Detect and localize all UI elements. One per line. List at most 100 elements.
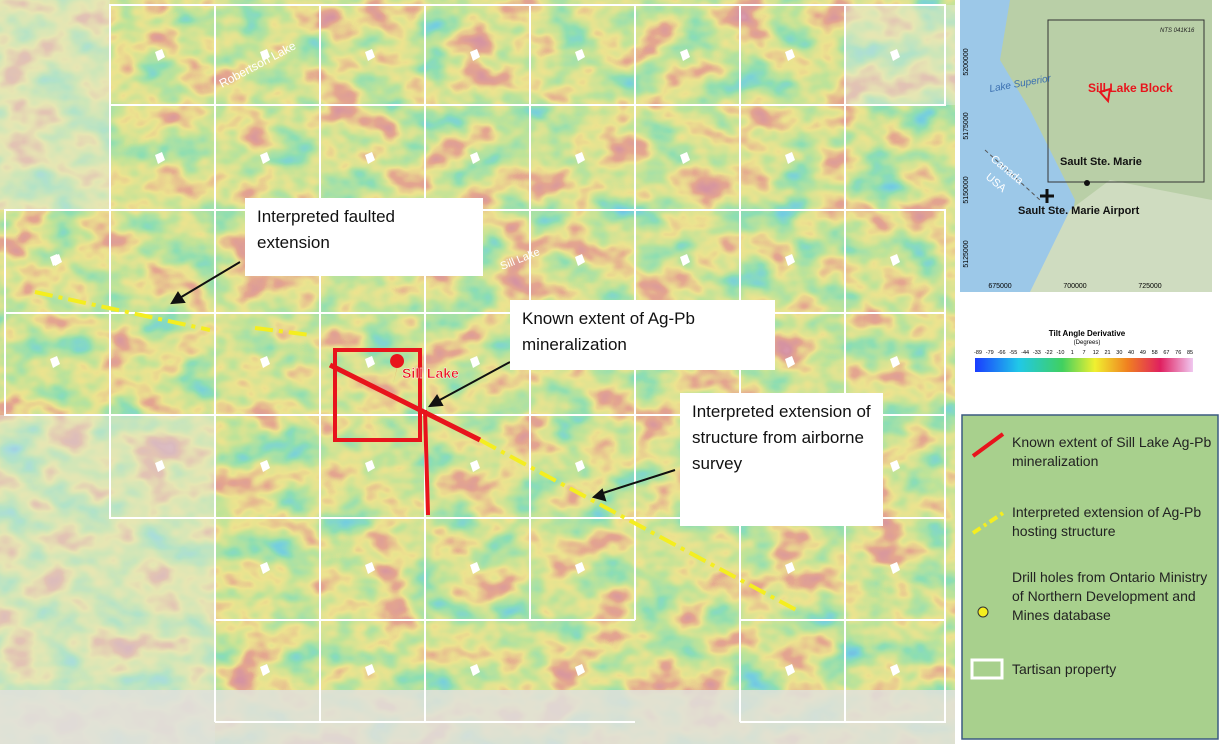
sill-lake-pin	[390, 354, 405, 384]
drill-hole	[260, 152, 270, 164]
drill-hole	[890, 664, 900, 676]
drill-hole	[470, 562, 480, 574]
colorbar-tick-label: -66	[998, 350, 1006, 356]
drill-hole	[155, 49, 165, 61]
drill-hole	[260, 49, 270, 61]
colorbar-unit: (Degrees)	[1074, 340, 1101, 346]
drill-hole	[155, 152, 165, 164]
drill-hole	[470, 356, 480, 368]
claim-outline	[333, 348, 422, 442]
northing-label: 5125000	[963, 240, 970, 267]
drill-hole	[575, 254, 585, 266]
drill-hole	[365, 152, 375, 164]
drill-hole	[680, 152, 690, 164]
colorbar-tick-label: -79	[986, 350, 994, 356]
legend-swatch	[971, 432, 1005, 458]
legend-swatch	[977, 606, 989, 618]
extension-east	[479, 438, 801, 614]
drill-hole	[470, 152, 480, 164]
arrow	[599, 469, 676, 495]
drill-hole	[470, 49, 480, 61]
drill-hole	[890, 562, 900, 574]
callout: Known extent of Ag-Pb mineralization	[510, 300, 775, 370]
interpreted-extension	[34, 290, 801, 614]
arrowhead	[170, 291, 186, 305]
legend-swatch	[970, 658, 1004, 680]
legend-swatch	[971, 511, 1005, 535]
arrow	[177, 261, 241, 300]
nts-sheet	[1047, 19, 1205, 183]
outside-shade	[0, 0, 955, 744]
colorbar-tick-label: 30	[1116, 350, 1122, 356]
legend-entry: Tartisan property	[1012, 661, 1117, 677]
drill-hole	[50, 356, 60, 368]
inset-label: Sault Ste. Marie Airport	[1018, 205, 1140, 217]
drill-hole	[260, 356, 270, 368]
drill-hole	[365, 49, 375, 61]
block-outline	[1098, 87, 1112, 104]
drill-hole	[785, 152, 795, 164]
colorbar-tick-label: -22	[1045, 350, 1053, 356]
extension-west	[34, 290, 211, 332]
colorbar-title: Tilt Angle Derivative	[1049, 329, 1126, 338]
colorbar-tick-label: -89	[974, 350, 982, 356]
drill-hole	[890, 460, 900, 472]
colorbar-tick-label: 7	[1082, 350, 1085, 356]
colorbar-tick-label: -55	[1009, 350, 1017, 356]
drill-hole	[260, 664, 270, 676]
inset-label: Sault Ste. Marie	[1060, 156, 1142, 168]
grid-row	[109, 415, 946, 723]
legend-box	[961, 414, 1219, 740]
colorbar-tick-label: 76	[1175, 350, 1181, 356]
colorbar-tick-label: -10	[1056, 350, 1064, 356]
colorbar-ticks: -89 -79 -66 -55 -44 -33 -22 -10 1 7 12 21 30 40 49 58 67…	[974, 350, 1193, 356]
known-extent	[328, 348, 482, 516]
colorbar-tick-label: 58	[1152, 350, 1158, 356]
colorbar-tick-label: -33	[1033, 350, 1041, 356]
drill-hole	[680, 254, 690, 266]
colorbar-tick-label: 67	[1163, 350, 1169, 356]
northings: 5200000 5175000 5150000 5125000	[963, 48, 970, 267]
drill-hole	[470, 460, 480, 472]
drill-hole	[365, 460, 375, 472]
drill-hole	[52, 254, 62, 266]
site-label: Sill Lake	[402, 365, 459, 381]
callout: Interpreted extension of structure from …	[680, 393, 883, 526]
arrow	[435, 361, 511, 403]
lowland	[1030, 180, 1212, 292]
easting-label: 675000	[988, 283, 1011, 290]
drill-hole	[470, 664, 480, 676]
colorbar-tick-label: 49	[1140, 350, 1146, 356]
drill-hole	[785, 664, 795, 676]
city-dot	[1084, 180, 1090, 186]
airport-icon	[1040, 189, 1054, 203]
colorbar-tick-label: -44	[1021, 350, 1029, 356]
border	[984, 149, 1041, 201]
mineralization-trace	[328, 362, 482, 443]
drill-hole	[785, 356, 795, 368]
drill-hole	[575, 460, 585, 472]
easting-label: 700000	[1063, 283, 1086, 290]
legend-entry: Interpreted extension of Ag-Pb hosting s…	[1012, 504, 1202, 539]
ground-strip	[0, 690, 955, 744]
inset-label: NTS 041K16	[1160, 28, 1195, 34]
claim-line	[423, 409, 430, 516]
legend-entry: Known extent of Sill Lake Ag-Pb minerali…	[1012, 434, 1212, 469]
drill-hole	[365, 664, 375, 676]
inset-label: Sill Lake Block	[1088, 81, 1173, 95]
drill-hole	[575, 664, 585, 676]
drill-hole	[890, 356, 900, 368]
drill-hole	[155, 460, 165, 472]
northing-label: 5150000	[963, 176, 970, 203]
extension-mid	[254, 326, 311, 337]
drill-hole	[680, 49, 690, 61]
arrows	[170, 261, 676, 502]
arrowhead	[591, 488, 607, 502]
eastings: 675000 700000 725000	[988, 283, 1161, 290]
drill-hole	[575, 49, 585, 61]
colorbar-tick-label: 40	[1128, 350, 1134, 356]
drill-hole	[890, 49, 900, 61]
drill-hole	[785, 254, 795, 266]
